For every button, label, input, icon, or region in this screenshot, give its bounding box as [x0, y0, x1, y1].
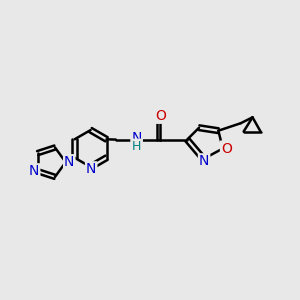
Text: N: N [131, 131, 142, 145]
Text: O: O [221, 142, 232, 155]
Text: N: N [29, 164, 39, 178]
Text: N: N [86, 162, 96, 176]
Text: N: N [199, 154, 209, 168]
Text: O: O [155, 109, 166, 123]
Text: H: H [132, 140, 141, 153]
Text: N: N [64, 155, 74, 169]
